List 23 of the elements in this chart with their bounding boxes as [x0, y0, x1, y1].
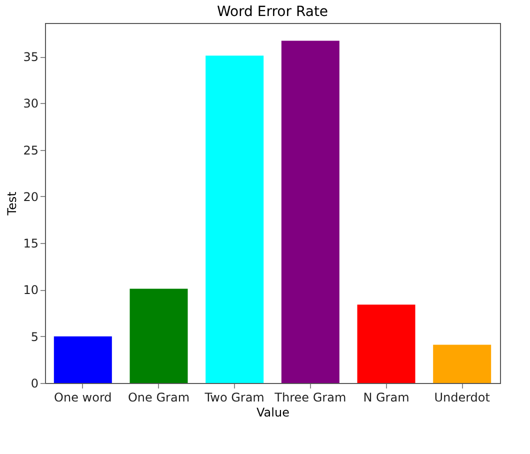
- bar: [357, 304, 416, 383]
- x-tick-label: Underdot: [434, 390, 490, 404]
- x-tick-label: N Gram: [363, 390, 410, 404]
- x-tick-label: Three Gram: [274, 390, 346, 404]
- y-tick-label: 20: [23, 190, 38, 204]
- x-tick-label: One Gram: [128, 390, 190, 404]
- y-tick-label: 5: [30, 330, 38, 344]
- bar: [206, 56, 264, 383]
- y-axis-title: Test: [5, 191, 20, 216]
- y-tick-label: 10: [23, 283, 38, 298]
- bar: [281, 40, 340, 383]
- y-tick-label: 15: [23, 236, 38, 251]
- y-tick-label: 30: [23, 96, 38, 111]
- y-tick-label: 35: [23, 50, 38, 64]
- chart-title: Word Error Rate: [216, 4, 328, 20]
- x-tick-label: One word: [54, 390, 112, 404]
- x-axis-title: Value: [256, 406, 290, 420]
- bar: [130, 288, 188, 383]
- y-tick-label: 0: [30, 376, 38, 390]
- bar: [433, 344, 492, 383]
- y-tick-label: 25: [23, 143, 38, 158]
- x-tick-label: Two Gram: [204, 390, 264, 404]
- bar: [54, 336, 112, 383]
